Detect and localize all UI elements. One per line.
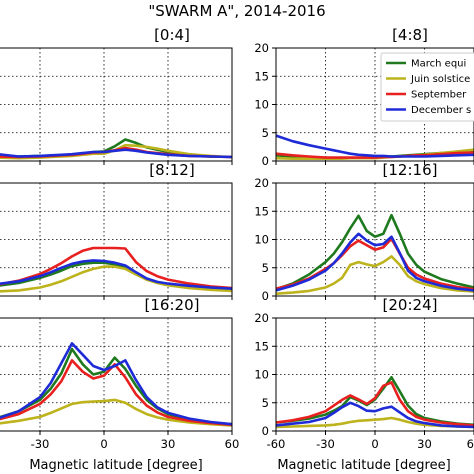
panel-title: [12:16] [383,161,438,179]
x-tick-label: -30 [31,437,50,451]
panel: [8:12] [0,161,233,300]
series-line [0,347,233,426]
series-line [275,255,474,295]
panel-title: [0:4] [154,26,190,44]
y-tick-label: 10 [254,368,269,382]
y-tick-label: 5 [262,261,269,275]
x-axis-label: Magnetic latitude [degree] [29,458,202,473]
y-tick-label: 0 [262,154,269,168]
x-tick-label: 30 [417,437,432,451]
series-line [0,246,233,290]
y-tick-label: 20 [254,176,269,190]
panel: -60 -30 0 30 60 0 5 10 15 20 [20:24] [254,296,474,451]
legend-label: Juin solstice [410,74,470,85]
x-tick-label: 60 [467,437,474,451]
series-line [275,213,474,291]
x-tick-label: -60 [267,437,286,451]
legend-box [380,52,474,122]
series-line [275,134,474,158]
y-tick-label: 20 [254,41,269,55]
y-tick-label: 0 [262,289,269,303]
legend-label: December s [411,105,471,116]
y-tick-label: 5 [262,396,269,410]
x-tick-label: 60 [225,437,240,451]
panel-title: [16:20] [145,296,200,314]
panel: -30 0 30 60 [16:20] [0,296,239,451]
y-tick-label: 0 [262,424,269,438]
series-line [0,398,233,427]
y-tick-label: 15 [254,339,269,353]
series-line [0,359,233,427]
x-tick-label: 0 [100,437,107,451]
panel: [0:4] [0,26,233,165]
legend: March equi Juin solstice September December… [380,52,474,122]
panel-title: [4:8] [392,26,428,44]
series-line [275,381,474,427]
series-line [275,416,474,429]
series-line [275,232,474,292]
x-axis-label: Magnetic latitude [degree] [277,458,450,473]
x-tick-label: -30 [316,437,335,451]
legend-label: September [411,90,467,101]
series-line [0,265,233,293]
y-tick-label: 5 [262,126,269,140]
series-line [0,148,233,159]
y-tick-label: 15 [254,69,269,83]
series-line [275,401,474,429]
panel: 0 5 10 15 20 [12:16] [254,161,474,303]
series-line [0,342,233,426]
panel-title: [8:12] [149,161,194,179]
y-tick-label: 15 [254,204,269,218]
legend-label: March equi [411,59,466,70]
x-tick-label: 0 [371,437,378,451]
panel-title: [20:24] [383,296,438,314]
figure-title: "SWARM A", 2014-2016 [148,2,325,20]
panels: [0:4] 0 5 10 15 20 [4:8] [8:12] 0 5 10 15 20 [12:16] -… [0,26,474,451]
series-line [0,259,233,290]
x-tick-label: 30 [161,437,176,451]
y-tick-label: 10 [254,98,269,112]
y-tick-label: 10 [254,233,269,247]
y-tick-label: 20 [254,311,269,325]
